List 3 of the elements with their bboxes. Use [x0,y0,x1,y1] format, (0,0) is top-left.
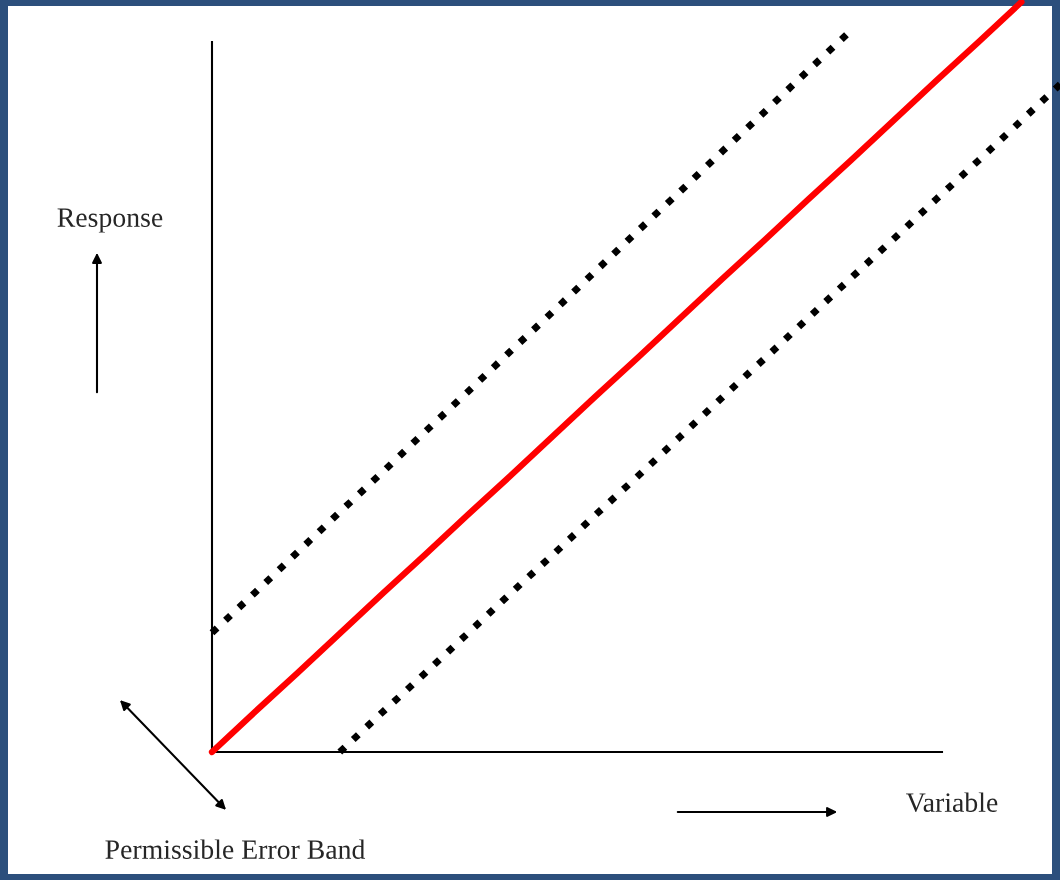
y-axis-title: Response [57,208,163,233]
x-axis-title: Variable [906,792,998,813]
text: Permissible Error Band [105,839,366,859]
